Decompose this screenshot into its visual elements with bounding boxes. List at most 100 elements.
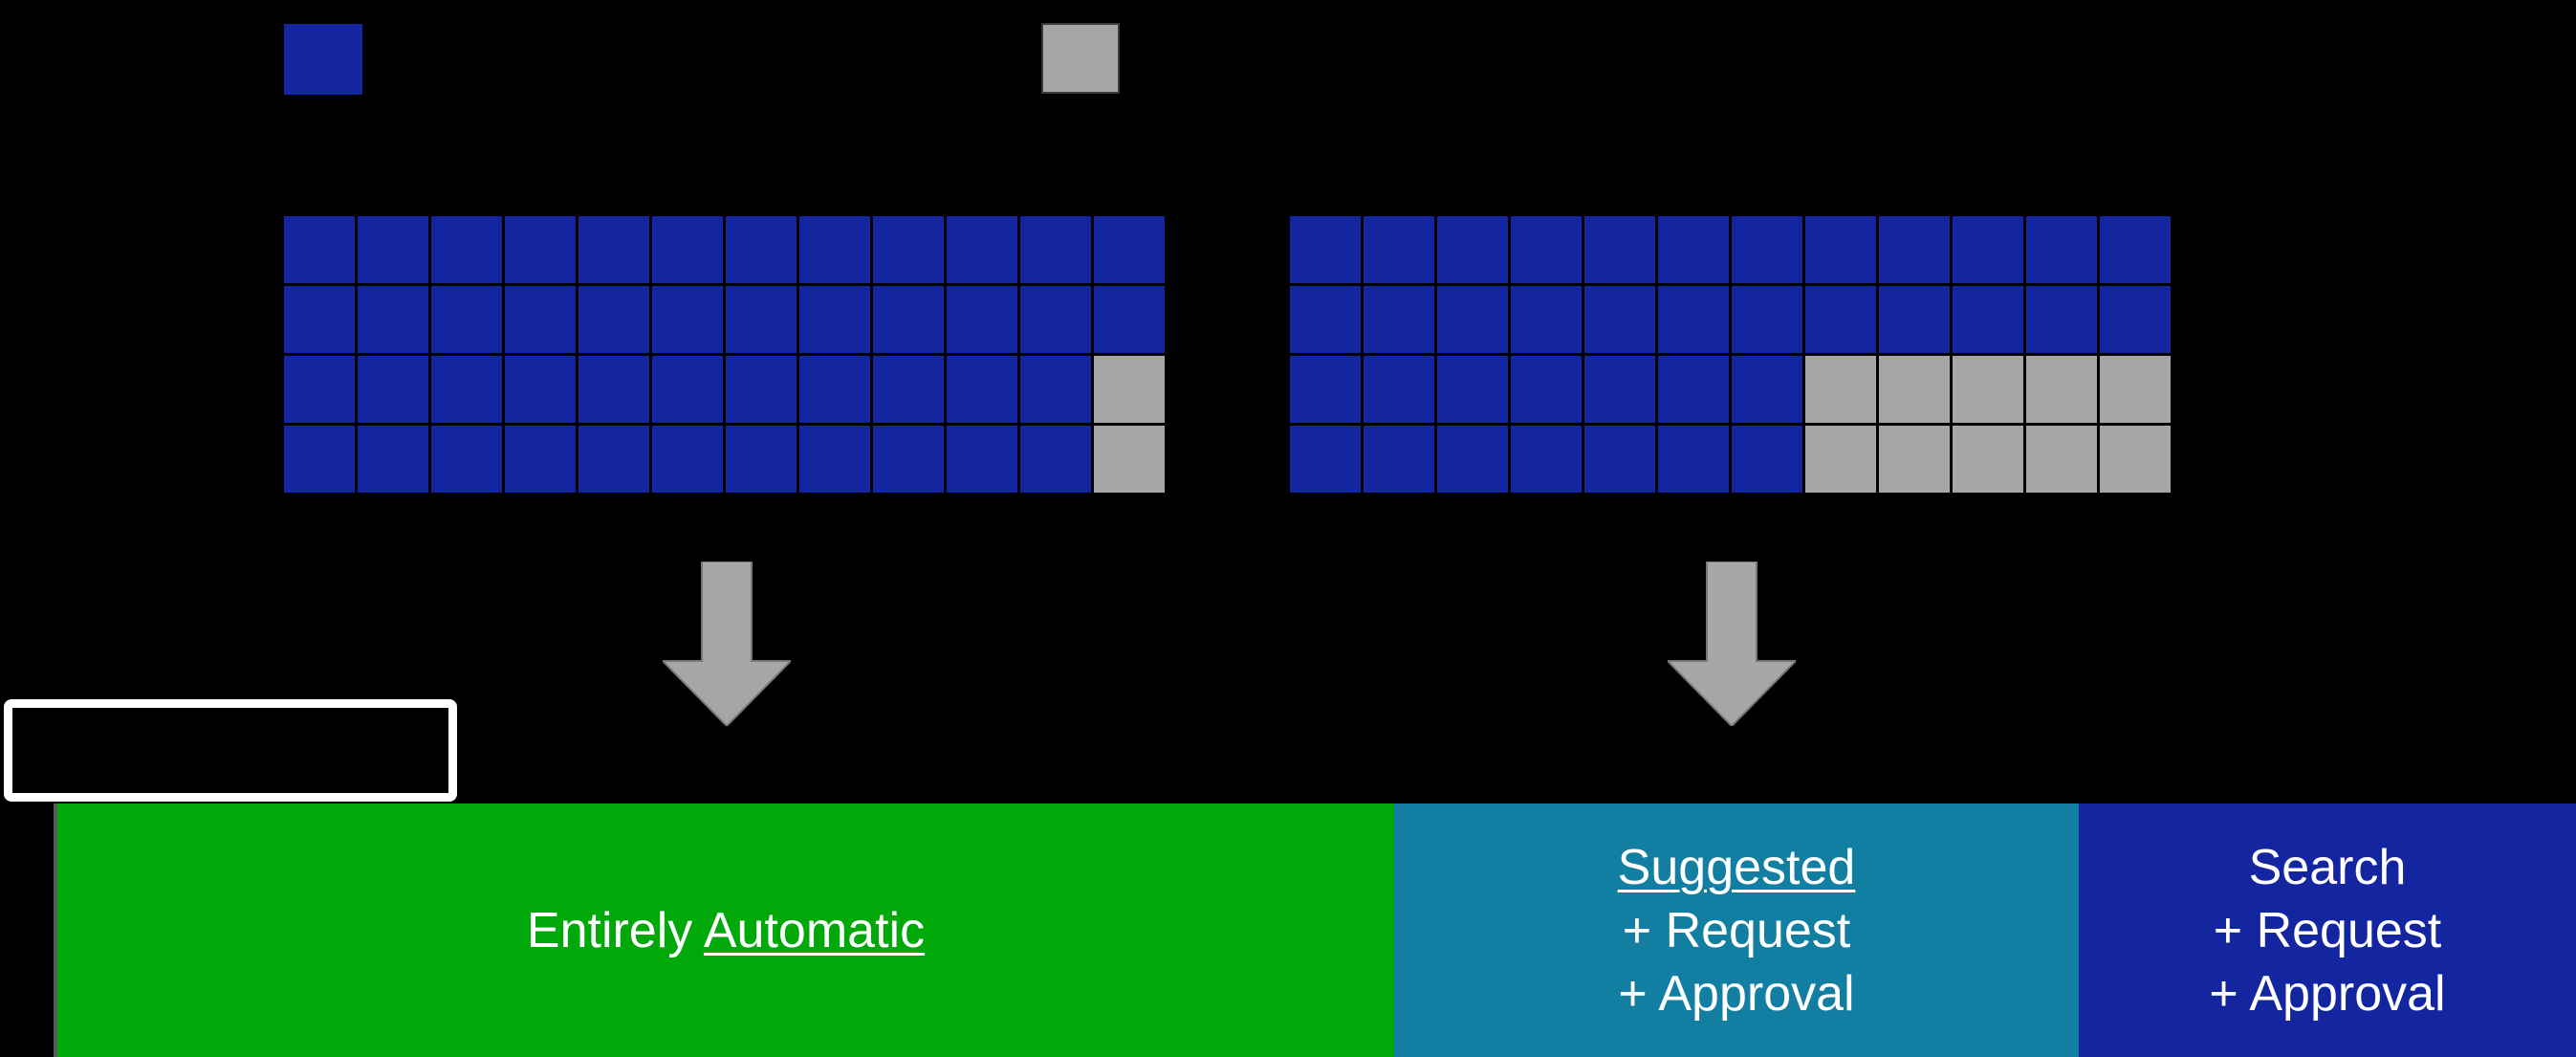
grid-cell-blue [1511, 426, 1582, 493]
grid-cell-blue [1437, 216, 1508, 283]
grid-cell-blue [726, 426, 797, 493]
legend-swatch-blue [284, 24, 362, 95]
band-suggested-title: Suggested [1617, 839, 1856, 895]
grid-cell-blue [358, 216, 428, 283]
grid-cell-blue [1094, 216, 1165, 283]
band-suggested-approval: + Approval [1618, 965, 1855, 1022]
grid-cell-gray [1805, 426, 1876, 493]
grid-cell-blue [1584, 286, 1655, 353]
band-search-request-approval: Search + Request + Approval [2079, 804, 2576, 1057]
grid-cell-gray [1879, 356, 1950, 423]
grid-cell-blue [505, 426, 576, 493]
grid-cell-blue [1511, 356, 1582, 423]
grid-cell-blue [799, 286, 870, 353]
band-entirely-automatic: Entirely Automatic [54, 804, 1394, 1057]
grid-cell-blue [579, 426, 649, 493]
grid-cell-blue [1364, 356, 1434, 423]
grid-cell-blue [1437, 356, 1508, 423]
grid-cell-blue [1805, 286, 1876, 353]
grid-cell-gray [1094, 426, 1165, 493]
coverage-grid-left [284, 216, 1165, 493]
grid-cell-blue [1290, 286, 1361, 353]
grid-cell-blue [873, 216, 944, 283]
grid-cell-blue [1511, 216, 1582, 283]
grid-cell-blue [873, 286, 944, 353]
grid-cell-blue [358, 356, 428, 423]
grid-cell-blue [1290, 216, 1361, 283]
coverage-grid-right [1290, 216, 2171, 493]
grid-cell-blue [1953, 216, 2023, 283]
grid-cell-gray [1953, 356, 2023, 423]
grid-cell-blue [1732, 216, 1802, 283]
grid-cell-blue [1020, 216, 1091, 283]
grid-cell-blue [1364, 216, 1434, 283]
grid-cell-blue [1658, 356, 1729, 423]
grid-cell-gray [2100, 426, 2171, 493]
grid-cell-blue [505, 356, 576, 423]
grid-cell-blue [652, 216, 723, 283]
band-search-title: Search [2248, 839, 2407, 895]
grid-cell-gray [2026, 426, 2097, 493]
grid-cell-blue [1020, 426, 1091, 493]
grid-cell-blue [358, 286, 428, 353]
grid-cell-blue [1290, 426, 1361, 493]
grid-cell-blue [284, 426, 355, 493]
grid-cell-gray [1879, 426, 1950, 493]
grid-cell-blue [579, 356, 649, 423]
grid-cell-blue [579, 286, 649, 353]
grid-cell-blue [947, 356, 1017, 423]
grid-cell-blue [799, 216, 870, 283]
grid-cell-blue [505, 286, 576, 353]
band-automatic-emphasis: Automatic [703, 902, 926, 958]
grid-cell-blue [505, 216, 576, 283]
grid-cell-blue [1879, 216, 1950, 283]
grid-cell-blue [652, 426, 723, 493]
grid-cell-blue [799, 356, 870, 423]
grid-cell-blue [284, 216, 355, 283]
grid-cell-blue [1511, 286, 1582, 353]
down-arrow-icon [1668, 562, 1796, 726]
grid-cell-blue [1290, 356, 1361, 423]
grid-cell-blue [431, 426, 502, 493]
grid-cell-blue [873, 426, 944, 493]
grid-cell-blue [284, 356, 355, 423]
band-automatic-text: Entirely [526, 902, 704, 958]
grid-cell-blue [947, 286, 1017, 353]
grid-cell-blue [652, 356, 723, 423]
grid-cell-blue [431, 356, 502, 423]
grid-cell-blue [799, 426, 870, 493]
grid-cell-blue [1364, 426, 1434, 493]
grid-cell-blue [431, 286, 502, 353]
grid-cell-blue [652, 286, 723, 353]
grid-cell-blue [1584, 216, 1655, 283]
grid-cell-blue [431, 216, 502, 283]
grid-cell-blue [1732, 426, 1802, 493]
band-suggested-request-approval: Suggested + Request + Approval [1394, 804, 2079, 1057]
grid-cell-blue [1732, 286, 1802, 353]
grid-cell-blue [1658, 216, 1729, 283]
grid-cell-blue [1020, 286, 1091, 353]
band-search-approval: + Approval [2209, 965, 2446, 1022]
grid-cell-blue [2100, 286, 2171, 353]
grid-cell-blue [2026, 216, 2097, 283]
grid-cell-blue [726, 286, 797, 353]
grid-cell-blue [2100, 216, 2171, 283]
grid-cell-gray [1953, 426, 2023, 493]
grid-cell-blue [1658, 286, 1729, 353]
grid-cell-blue [726, 216, 797, 283]
grid-cell-blue [947, 216, 1017, 283]
grid-cell-blue [1658, 426, 1729, 493]
grid-cell-blue [947, 426, 1017, 493]
grid-cell-blue [284, 286, 355, 353]
grid-cell-blue [579, 216, 649, 283]
grid-cell-blue [1437, 286, 1508, 353]
legend-swatch-gray [1041, 23, 1120, 94]
grid-cell-blue [1879, 286, 1950, 353]
band-search-request: + Request [2213, 902, 2442, 958]
grid-cell-blue [358, 426, 428, 493]
grid-cell-blue [1584, 356, 1655, 423]
grid-cell-blue [2026, 286, 2097, 353]
grid-cell-blue [1732, 356, 1802, 423]
grid-cell-blue [1094, 286, 1165, 353]
band-suggested-request: + Request [1622, 902, 1851, 958]
